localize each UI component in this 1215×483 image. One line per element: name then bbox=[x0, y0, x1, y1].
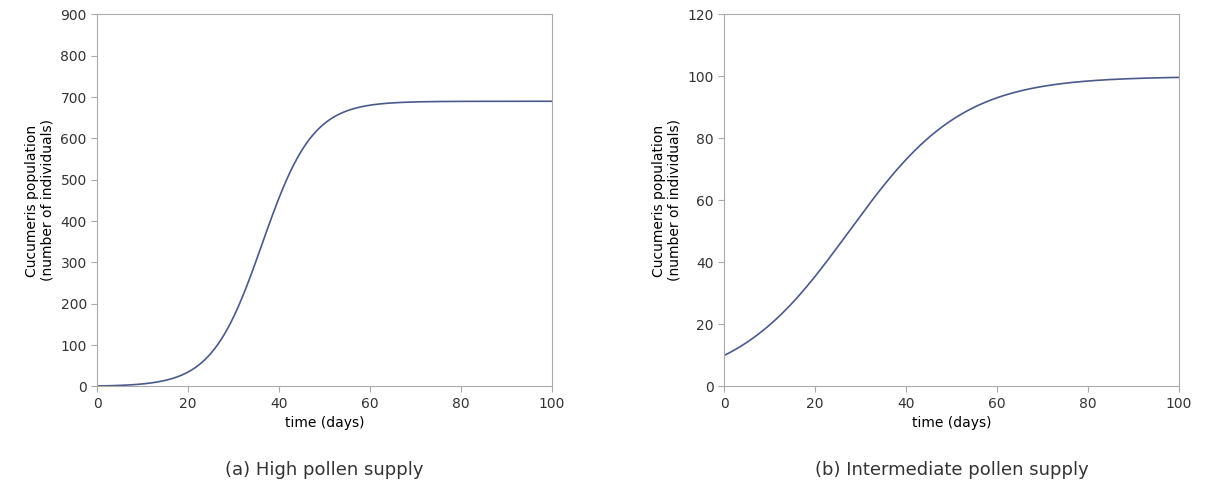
Y-axis label: Cucumeris population
(number of individuals): Cucumeris population (number of individu… bbox=[651, 119, 682, 282]
X-axis label: time (days): time (days) bbox=[911, 416, 991, 430]
Y-axis label: Cucumeris population
(number of individuals): Cucumeris population (number of individu… bbox=[24, 119, 55, 282]
X-axis label: time (days): time (days) bbox=[284, 416, 364, 430]
Text: (a) High pollen supply: (a) High pollen supply bbox=[225, 461, 424, 479]
Text: (b) Intermediate pollen supply: (b) Intermediate pollen supply bbox=[814, 461, 1089, 479]
